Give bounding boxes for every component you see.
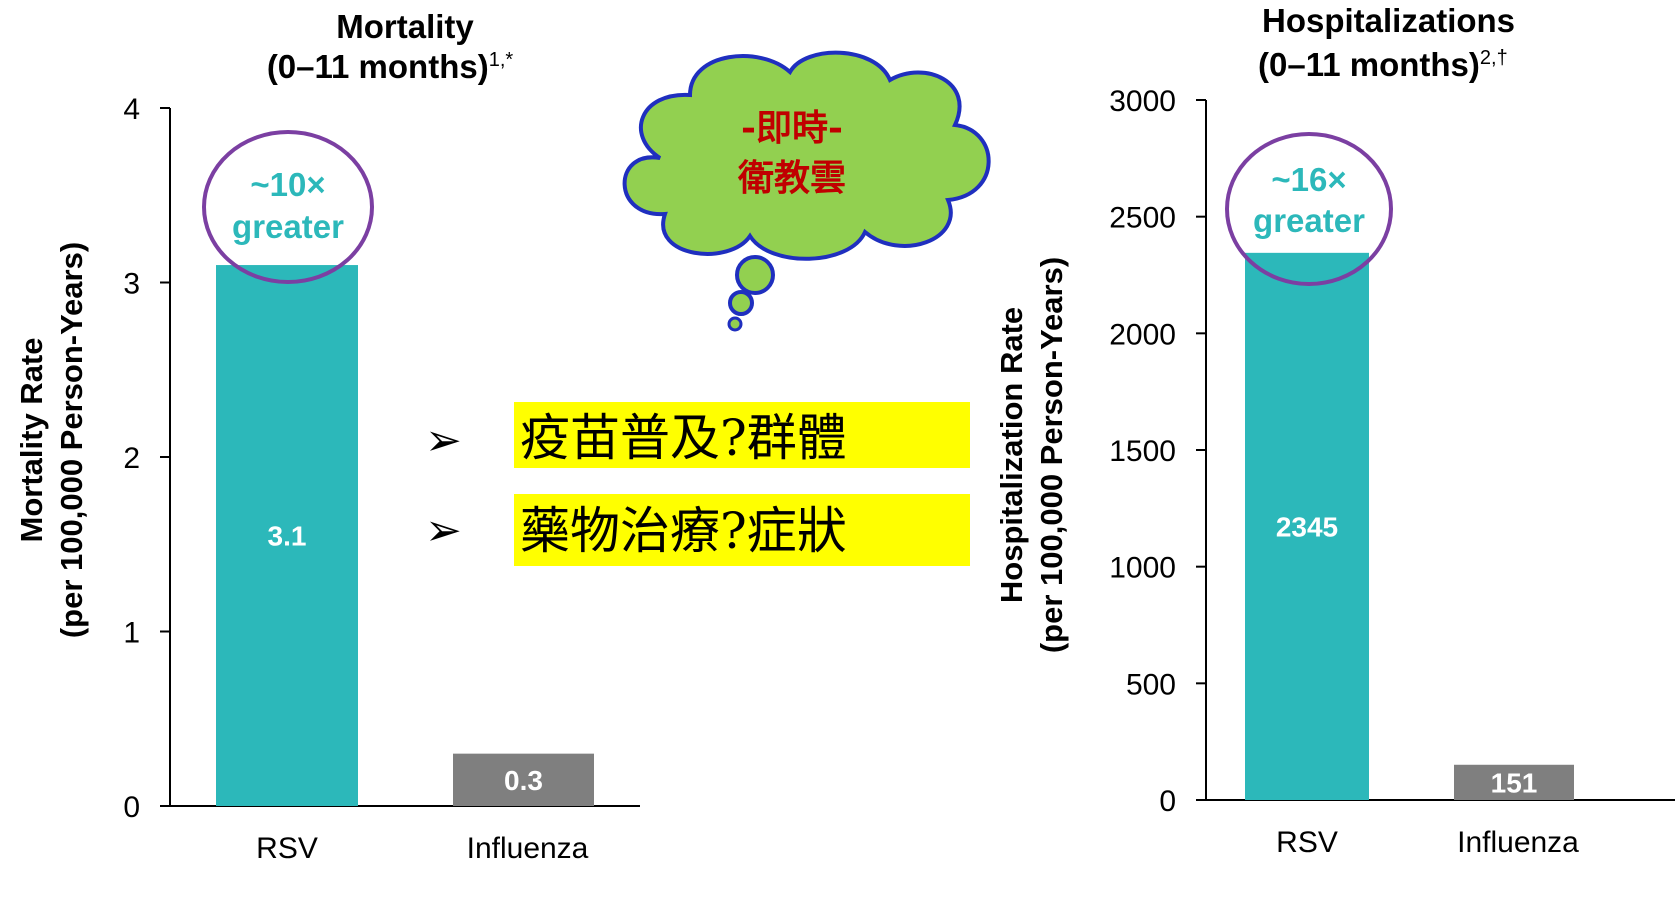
mortality-y-tick-label: 0 — [123, 791, 140, 824]
mortality-category-rsv: RSV — [256, 832, 318, 865]
thought-cloud: -即時- 衛教雲 — [622, 50, 991, 332]
hospitalization-y-tick-label: 1000 — [1109, 552, 1176, 585]
hospitalization-y-ticks: 0 500 1000 1500 2000 2500 3000 — [1109, 85, 1206, 818]
mortality-y-ticks: 0 1 2 3 4 — [123, 93, 170, 824]
cloud-text-line2: 衛教雲 — [737, 157, 846, 199]
hospitalization-bar-rsv — [1245, 252, 1369, 801]
bullet-marker-vaccine: ➢ — [425, 416, 462, 465]
cloud-bubble-small — [727, 316, 743, 332]
hospitalization-y-tick-label: 3000 — [1109, 85, 1176, 118]
hospitalization-title: Hospitalizations — [1262, 2, 1515, 39]
mortality-value-label-rsv: 3.1 — [268, 521, 307, 552]
mortality-value-label-influenza: 0.3 — [504, 765, 543, 796]
mortality-y-tick-label: 4 — [123, 93, 140, 126]
bullet-marker-treatment: ➢ — [425, 506, 462, 555]
hospitalization-y-tick-label: 0 — [1159, 785, 1176, 818]
mortality-bar-influenza — [453, 753, 594, 806]
mortality-title: Mortality — [336, 8, 474, 45]
mortality-subtitle-text: (0–11 months) — [267, 48, 489, 85]
hospitalization-chart: Hospitalizations (0–11 months)2,† Hospit… — [994, 2, 1675, 859]
mortality-callout-multiplier: ~10× — [250, 166, 325, 203]
bullet-text-vaccine: 疫苗普及?群體 — [520, 409, 847, 467]
mortality-ylabel-line2: (per 100,000 Person-Years) — [54, 242, 89, 638]
mortality-y-tick-label: 3 — [123, 268, 140, 301]
hospitalization-ylabel-line1: Hospitalization Rate — [994, 307, 1029, 603]
hospitalization-y-tick-label: 2500 — [1109, 202, 1176, 235]
hospitalization-y-tick-label: 2000 — [1109, 318, 1176, 351]
hospitalization-bar-influenza — [1454, 764, 1574, 800]
hospitalization-title-superscript: 2,† — [1480, 47, 1508, 69]
mortality-callout-circle — [202, 130, 374, 284]
hospitalization-callout-multiplier: ~16× — [1271, 161, 1346, 198]
bullet-highlight-treatment — [514, 494, 970, 566]
bullet-list: ➢ 疫苗普及?群體 ➢ 藥物治療?症狀 — [425, 402, 970, 566]
hospitalization-category-rsv: RSV — [1276, 826, 1338, 859]
cloud-shape — [622, 50, 991, 261]
hospitalization-value-label-influenza: 151 — [1491, 767, 1538, 798]
hospitalization-category-influenza: Influenza — [1457, 826, 1579, 859]
bullet-highlight-vaccine — [514, 402, 970, 468]
hospitalization-ylabel-line2: (per 100,000 Person-Years) — [1034, 257, 1069, 653]
cloud-bubble-medium — [728, 290, 754, 316]
hospitalization-y-tick-label: 1500 — [1109, 435, 1176, 468]
hospitalization-subtitle-text: (0–11 months) — [1258, 46, 1480, 83]
hospitalization-callout-circle — [1225, 132, 1393, 286]
mortality-y-tick-label: 1 — [123, 617, 140, 650]
cloud-bubble-large — [735, 255, 775, 295]
mortality-ylabel-line1: Mortality Rate — [14, 338, 49, 543]
mortality-callout-greater: greater — [232, 208, 344, 245]
mortality-subtitle: (0–11 months)1,* — [267, 48, 514, 85]
mortality-bar-rsv — [216, 265, 358, 806]
mortality-title-superscript: 1,* — [489, 49, 514, 71]
mortality-category-influenza: Influenza — [467, 832, 589, 865]
hospitalization-y-tick-label: 500 — [1126, 668, 1176, 701]
mortality-chart: Mortality (0–11 months)1,* Mortality Rat… — [14, 8, 640, 865]
hospitalization-callout-greater: greater — [1253, 202, 1365, 239]
hospitalization-subtitle: (0–11 months)2,† — [1258, 46, 1508, 83]
mortality-y-tick-label: 2 — [123, 442, 140, 475]
hospitalization-value-label-rsv: 2345 — [1276, 511, 1338, 542]
cloud-text-line1: -即時- — [741, 107, 843, 149]
bullet-text-treatment: 藥物治療?症狀 — [520, 502, 847, 560]
